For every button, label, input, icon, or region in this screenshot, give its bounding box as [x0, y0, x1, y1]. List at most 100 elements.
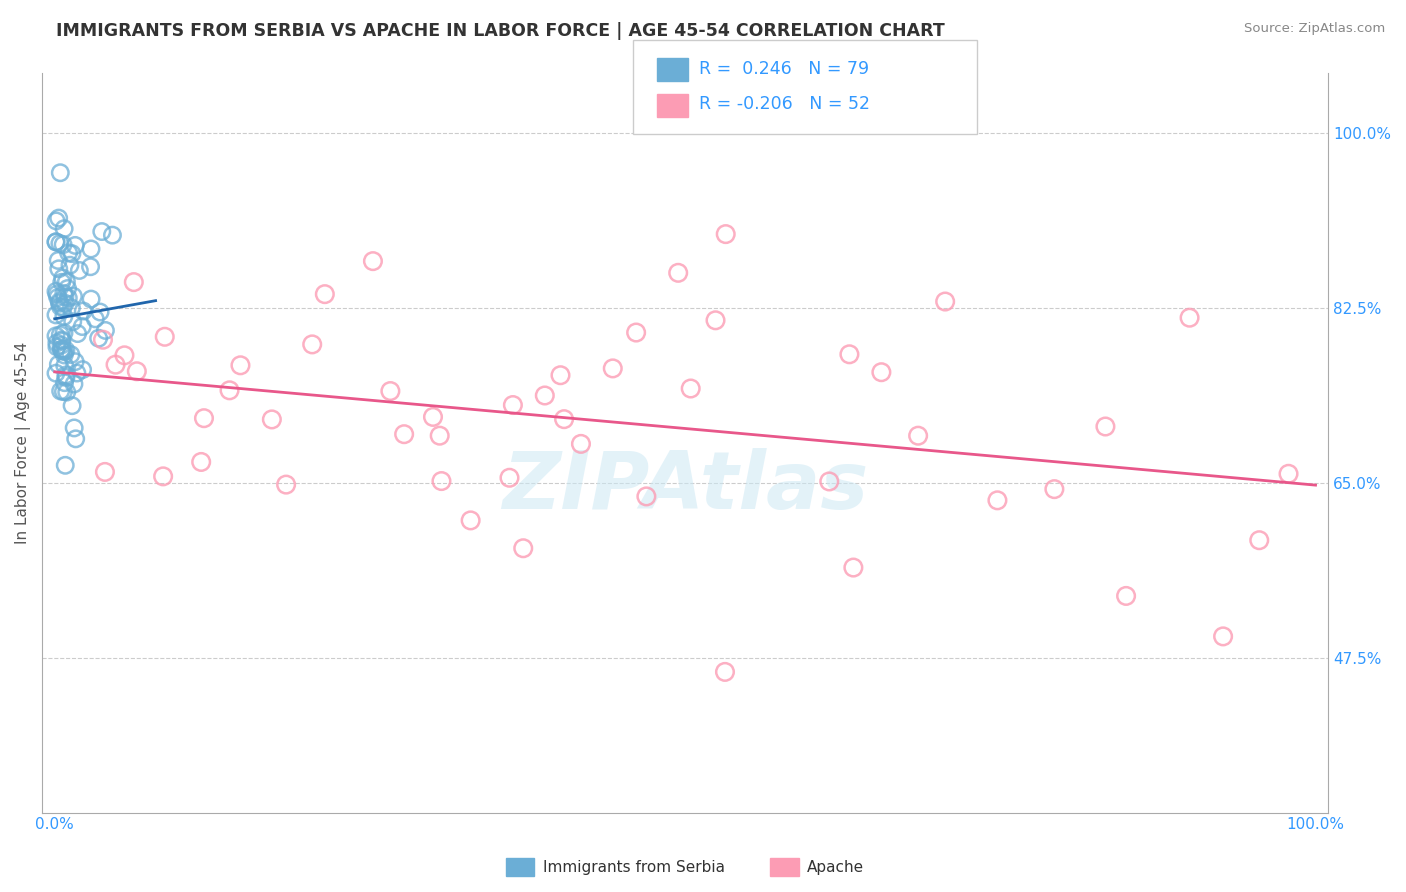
- Point: [45, 287, 67, 301]
- Text: R = -0.206   N = 52: R = -0.206 N = 52: [699, 95, 870, 113]
- Point: [53, 344, 76, 359]
- Point: [59, 258, 82, 272]
- Y-axis label: In Labor Force | Age 45-54: In Labor Force | Age 45-54: [15, 342, 31, 544]
- Point: [934, 294, 956, 309]
- Point: [870, 365, 893, 379]
- Point: [104, 358, 127, 372]
- Point: [314, 287, 336, 301]
- Point: [512, 541, 534, 556]
- Text: Apache: Apache: [807, 860, 865, 874]
- Point: [52, 384, 75, 399]
- Point: [49, 384, 72, 398]
- Point: [636, 490, 658, 504]
- Point: [63, 377, 86, 392]
- Point: [62, 315, 84, 329]
- Point: [498, 471, 520, 485]
- Point: [1277, 467, 1299, 481]
- Point: [66, 326, 89, 341]
- Point: [51, 275, 73, 289]
- Point: [704, 313, 727, 327]
- Point: [49, 300, 72, 314]
- Point: [679, 382, 702, 396]
- Point: [624, 326, 647, 340]
- Point: [1249, 533, 1271, 548]
- Point: [55, 385, 77, 400]
- Point: [986, 493, 1008, 508]
- Point: [53, 359, 76, 373]
- Point: [114, 348, 136, 362]
- Point: [66, 366, 89, 380]
- Point: [59, 348, 82, 362]
- Point: [52, 237, 75, 252]
- Point: [52, 300, 75, 314]
- Point: [45, 366, 67, 380]
- Point: [122, 275, 145, 289]
- Point: [218, 384, 240, 398]
- Text: R =  0.246   N = 79: R = 0.246 N = 79: [699, 60, 869, 78]
- Point: [101, 228, 124, 243]
- Point: [63, 354, 86, 368]
- Point: [569, 437, 592, 451]
- Text: ZIPAtlas: ZIPAtlas: [502, 448, 869, 526]
- Point: [361, 254, 384, 268]
- Point: [72, 362, 94, 376]
- Point: [94, 323, 117, 337]
- Point: [48, 294, 70, 309]
- Point: [90, 225, 112, 239]
- Point: [46, 253, 69, 268]
- Point: [89, 305, 111, 319]
- Point: [70, 319, 93, 334]
- Point: [80, 242, 103, 256]
- Point: [62, 289, 84, 303]
- Point: [460, 513, 482, 527]
- Point: [63, 421, 86, 435]
- Point: [79, 260, 101, 274]
- Text: Immigrants from Serbia: Immigrants from Serbia: [543, 860, 724, 874]
- Point: [53, 296, 76, 310]
- Point: [1115, 589, 1137, 603]
- Point: [58, 245, 80, 260]
- Point: [72, 304, 94, 318]
- Point: [51, 334, 73, 348]
- Point: [67, 263, 90, 277]
- Point: [53, 290, 76, 304]
- Point: [45, 235, 67, 249]
- Point: [94, 465, 117, 479]
- Point: [46, 340, 69, 354]
- Point: [60, 246, 83, 260]
- Point: [87, 331, 110, 345]
- Point: [49, 327, 72, 342]
- Point: [842, 560, 865, 574]
- Point: [51, 333, 73, 347]
- Point: [53, 221, 76, 235]
- Point: [45, 335, 67, 350]
- Point: [666, 266, 689, 280]
- Point: [274, 477, 297, 491]
- Point: [52, 343, 75, 358]
- Point: [1212, 629, 1234, 643]
- Point: [52, 271, 75, 285]
- Text: Source: ZipAtlas.com: Source: ZipAtlas.com: [1244, 22, 1385, 36]
- Point: [52, 286, 75, 301]
- Point: [53, 348, 76, 362]
- Point: [46, 291, 69, 305]
- Point: [45, 235, 67, 249]
- Point: [58, 291, 80, 305]
- Point: [49, 236, 72, 251]
- Point: [48, 296, 70, 310]
- Point: [56, 281, 79, 295]
- Point: [714, 665, 737, 679]
- Point: [52, 310, 75, 324]
- Point: [1094, 419, 1116, 434]
- Point: [301, 337, 323, 351]
- Point: [49, 166, 72, 180]
- Point: [55, 275, 77, 289]
- Point: [1043, 482, 1066, 496]
- Point: [45, 329, 67, 343]
- Point: [55, 343, 77, 358]
- Point: [125, 364, 148, 378]
- Point: [55, 368, 77, 382]
- Point: [60, 399, 83, 413]
- Point: [53, 458, 76, 473]
- Point: [193, 411, 215, 425]
